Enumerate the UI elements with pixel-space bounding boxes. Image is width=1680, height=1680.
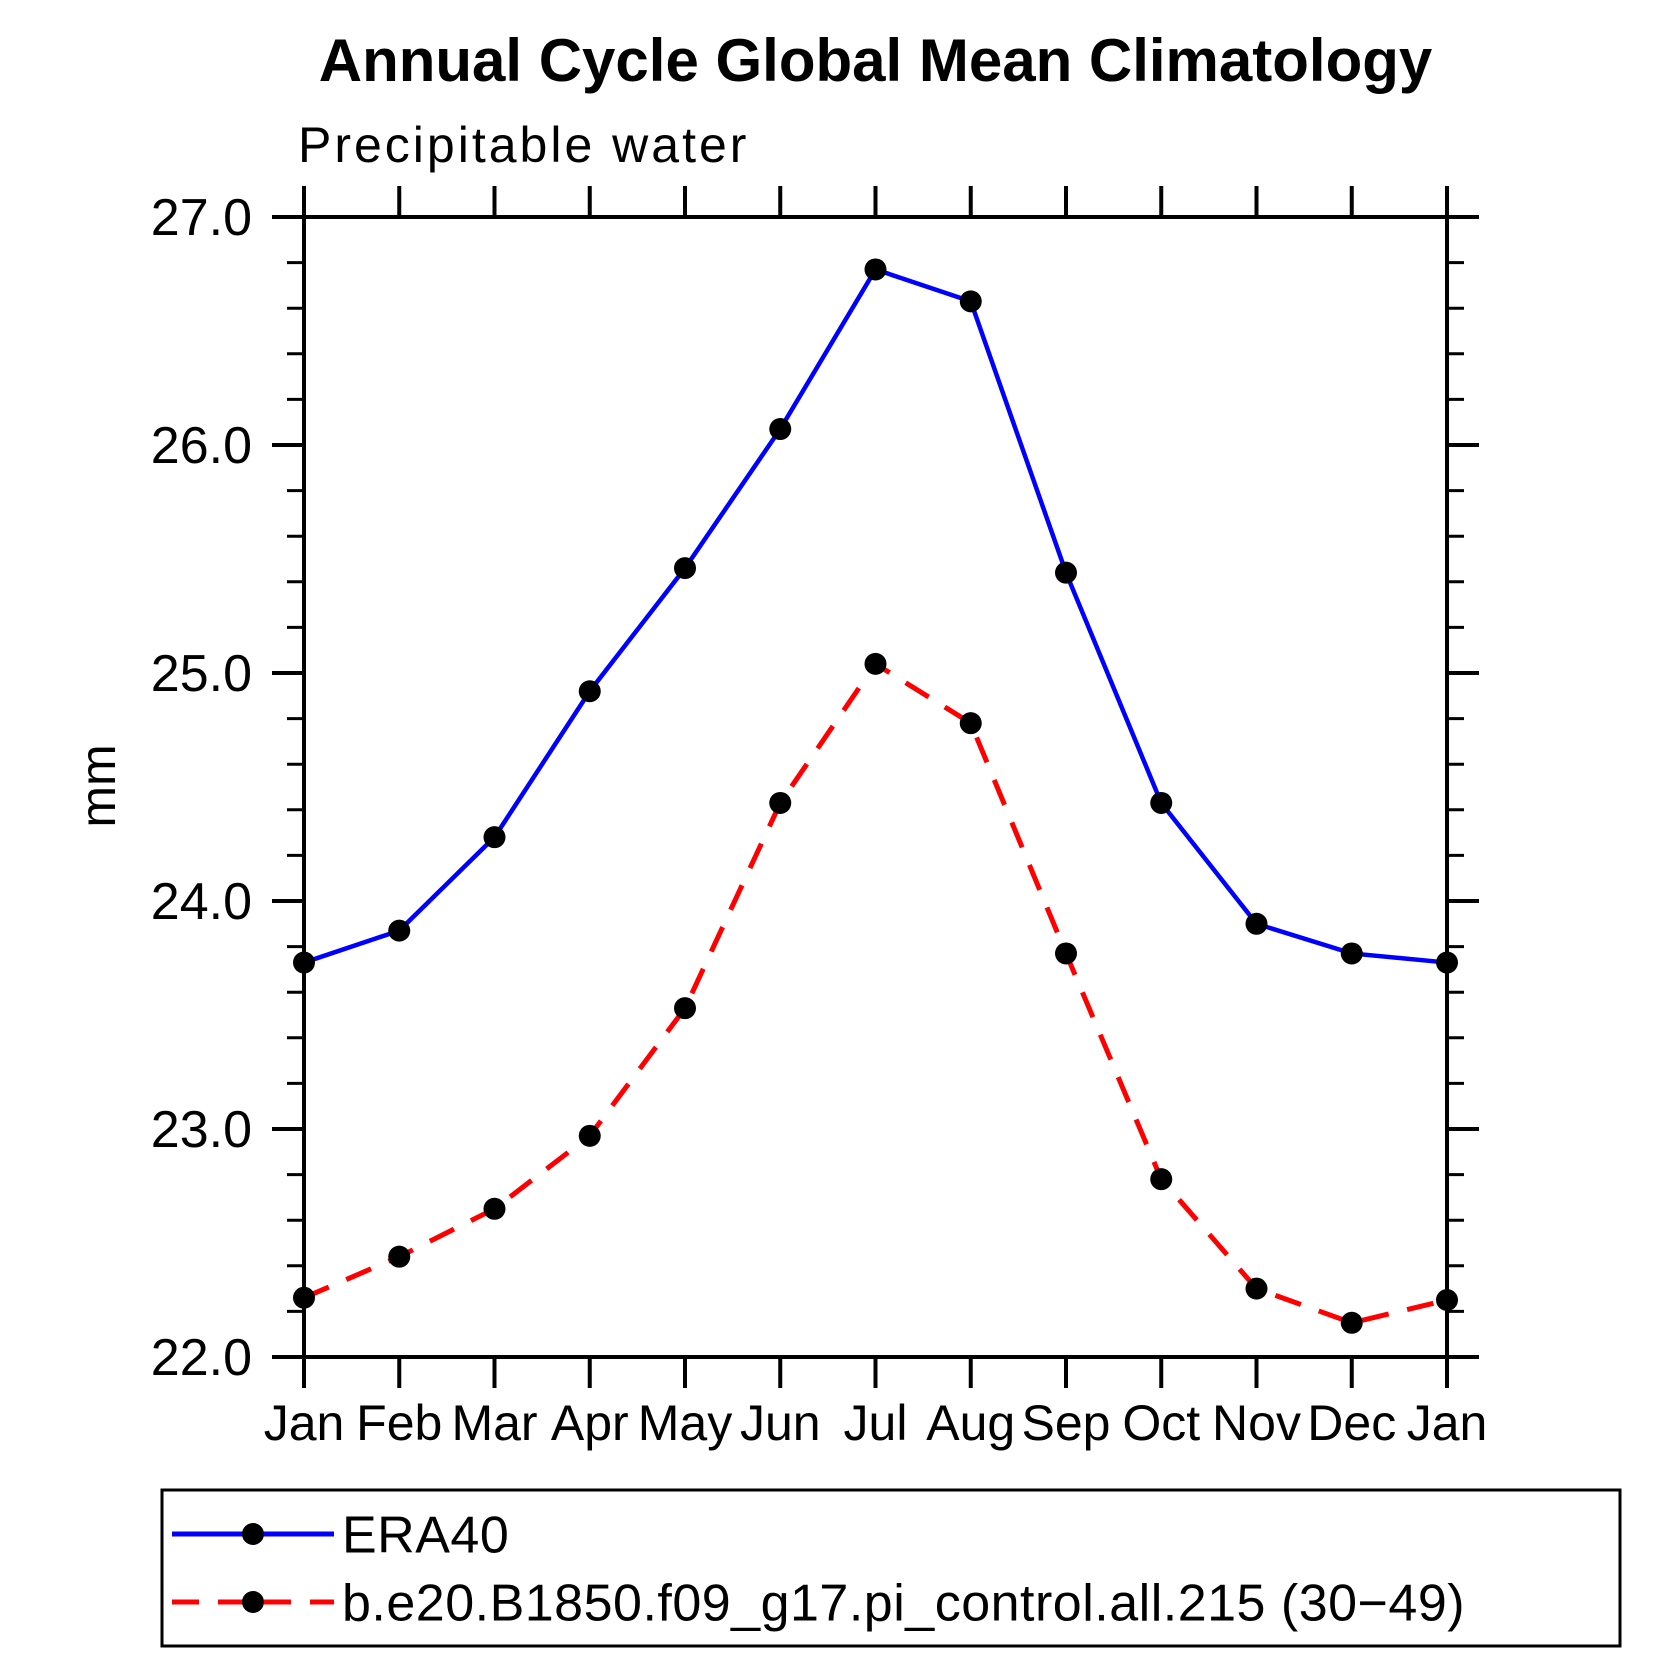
series-line-1 — [303, 660, 1448, 1326]
data-point-marker — [864, 652, 887, 675]
chart-title: Annual Cycle Global Mean Climatology — [318, 27, 1433, 94]
data-point-marker — [959, 712, 982, 735]
data-point-marker — [674, 997, 696, 1020]
data-point-marker — [483, 1197, 506, 1220]
x-tick-label: Nov — [1212, 1395, 1301, 1451]
plot-frame — [302, 215, 1449, 1359]
legend-label-model: b.e20.B1850.f09_g17.pi_control.all.215 (… — [342, 1575, 1465, 1633]
series-markers — [293, 258, 1458, 1334]
x-tick-label: Jan — [1407, 1395, 1488, 1451]
data-point-marker — [578, 1124, 601, 1147]
x-tick-label: Sep — [1022, 1395, 1111, 1451]
x-tick-label: Feb — [356, 1395, 442, 1451]
y-tick-label: 24.0 — [151, 873, 252, 931]
data-point-marker — [1055, 561, 1077, 584]
legend-marker-era40-icon — [242, 1523, 264, 1545]
x-tick-label: Dec — [1307, 1395, 1396, 1451]
x-tick-label: Aug — [926, 1395, 1015, 1451]
legend-box — [160, 1488, 1622, 1648]
y-tick-label: 22.0 — [151, 1329, 252, 1387]
data-point-marker — [293, 951, 315, 974]
data-point-marker — [769, 418, 792, 441]
legend-marker-model-icon — [242, 1591, 264, 1613]
data-point-marker — [293, 1286, 315, 1309]
data-point-marker — [674, 557, 696, 580]
data-point-marker — [864, 258, 887, 281]
data-point-marker — [1150, 791, 1173, 814]
series-line-0 — [303, 266, 1448, 965]
x-tick-label: Jun — [740, 1395, 821, 1451]
data-point-marker — [1055, 942, 1077, 965]
y-tick-label: 27.0 — [151, 189, 252, 247]
data-point-marker — [1340, 1311, 1363, 1334]
x-tick-label: Oct — [1122, 1395, 1200, 1451]
data-point-marker — [578, 680, 601, 703]
y-tick-label: 26.0 — [151, 417, 252, 475]
data-point-marker — [1436, 1289, 1458, 1311]
data-point-marker — [1436, 951, 1458, 974]
x-axis-ticks — [302, 186, 1449, 1388]
y-tick-label: 25.0 — [151, 645, 252, 703]
series-lines — [303, 266, 1448, 1326]
data-point-marker — [483, 826, 506, 849]
data-point-marker — [388, 1245, 411, 1268]
x-tick-label: May — [638, 1395, 732, 1451]
data-point-marker — [1340, 942, 1363, 965]
data-point-marker — [1245, 912, 1268, 935]
legend-label-era40: ERA40 — [342, 1507, 509, 1565]
legend: ERA40 b.e20.B1850.f09_g17.pi_control.all… — [160, 1488, 1622, 1648]
x-tick-labels: Jan Feb Mar Apr May Jun Jul Aug Sep Oct Nov Dec Jan — [264, 1395, 1488, 1451]
y-axis-ticks — [272, 215, 1479, 1359]
x-tick-label: Jul — [844, 1395, 908, 1451]
data-point-marker — [959, 290, 982, 313]
y-tick-labels: 22.0 23.0 24.0 25.0 26.0 27.0 — [151, 189, 252, 1387]
x-tick-label: Mar — [451, 1395, 537, 1451]
y-tick-label: 23.0 — [151, 1101, 252, 1159]
x-tick-label: Jan — [264, 1395, 345, 1451]
data-point-marker — [1150, 1168, 1173, 1191]
data-point-marker — [388, 919, 411, 942]
x-tick-label: Apr — [551, 1395, 629, 1451]
plot-border — [302, 215, 1449, 1359]
data-point-marker — [769, 791, 792, 814]
chart-subtitle: Precipitable water — [298, 117, 750, 173]
data-point-marker — [1245, 1277, 1268, 1300]
